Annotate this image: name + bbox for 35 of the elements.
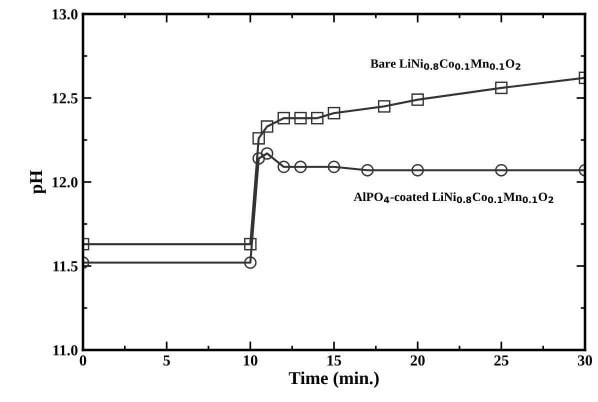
- x-tick-label: 10: [244, 355, 258, 366]
- x-tick-label: 0: [80, 355, 86, 366]
- y-axis-title: pH: [30, 170, 46, 194]
- point: [361, 164, 374, 176]
- point: [260, 147, 274, 160]
- series-label: Bare LiNi$_{0.8}$Co$_{0.1}$Mn$_{0.1}$O$_{2}$: [370, 58, 520, 70]
- point: [252, 132, 265, 145]
- point: [294, 112, 307, 124]
- x-tick-label: 15: [328, 355, 342, 366]
- y-tick-label: 13.0: [52, 9, 78, 20]
- x-tick-label: 20: [410, 355, 425, 366]
- point: [244, 238, 257, 250]
- point: [495, 82, 508, 94]
- y-tick-label: 11.5: [53, 261, 78, 272]
- x-tick-label: 25: [494, 355, 508, 366]
- point: [311, 112, 324, 124]
- point: [244, 256, 257, 269]
- point: [278, 112, 290, 124]
- point: [378, 100, 390, 113]
- x-tick-label: 5: [163, 355, 170, 366]
- text: AlPO$_{4}$-coated LiNi$_{0.8}$Co$_{0.1}$Mn$_{0.1}$O$_{2}$: [354, 192, 554, 204]
- point: [252, 152, 265, 165]
- point: [411, 93, 424, 106]
- point: [495, 164, 508, 176]
- point: [294, 160, 307, 174]
- y-tick-label: 12.5: [52, 93, 78, 104]
- point: [411, 164, 424, 176]
- y-tick-label: 11.0: [53, 345, 78, 356]
- x-tick-label: 30: [578, 355, 592, 366]
- y-tick-label: 12.0: [52, 177, 78, 188]
- point: [328, 160, 340, 174]
- point: [260, 120, 274, 133]
- point: [278, 160, 290, 174]
- x-axis-title: Time (min.): [288, 371, 379, 388]
- point: [328, 106, 340, 120]
